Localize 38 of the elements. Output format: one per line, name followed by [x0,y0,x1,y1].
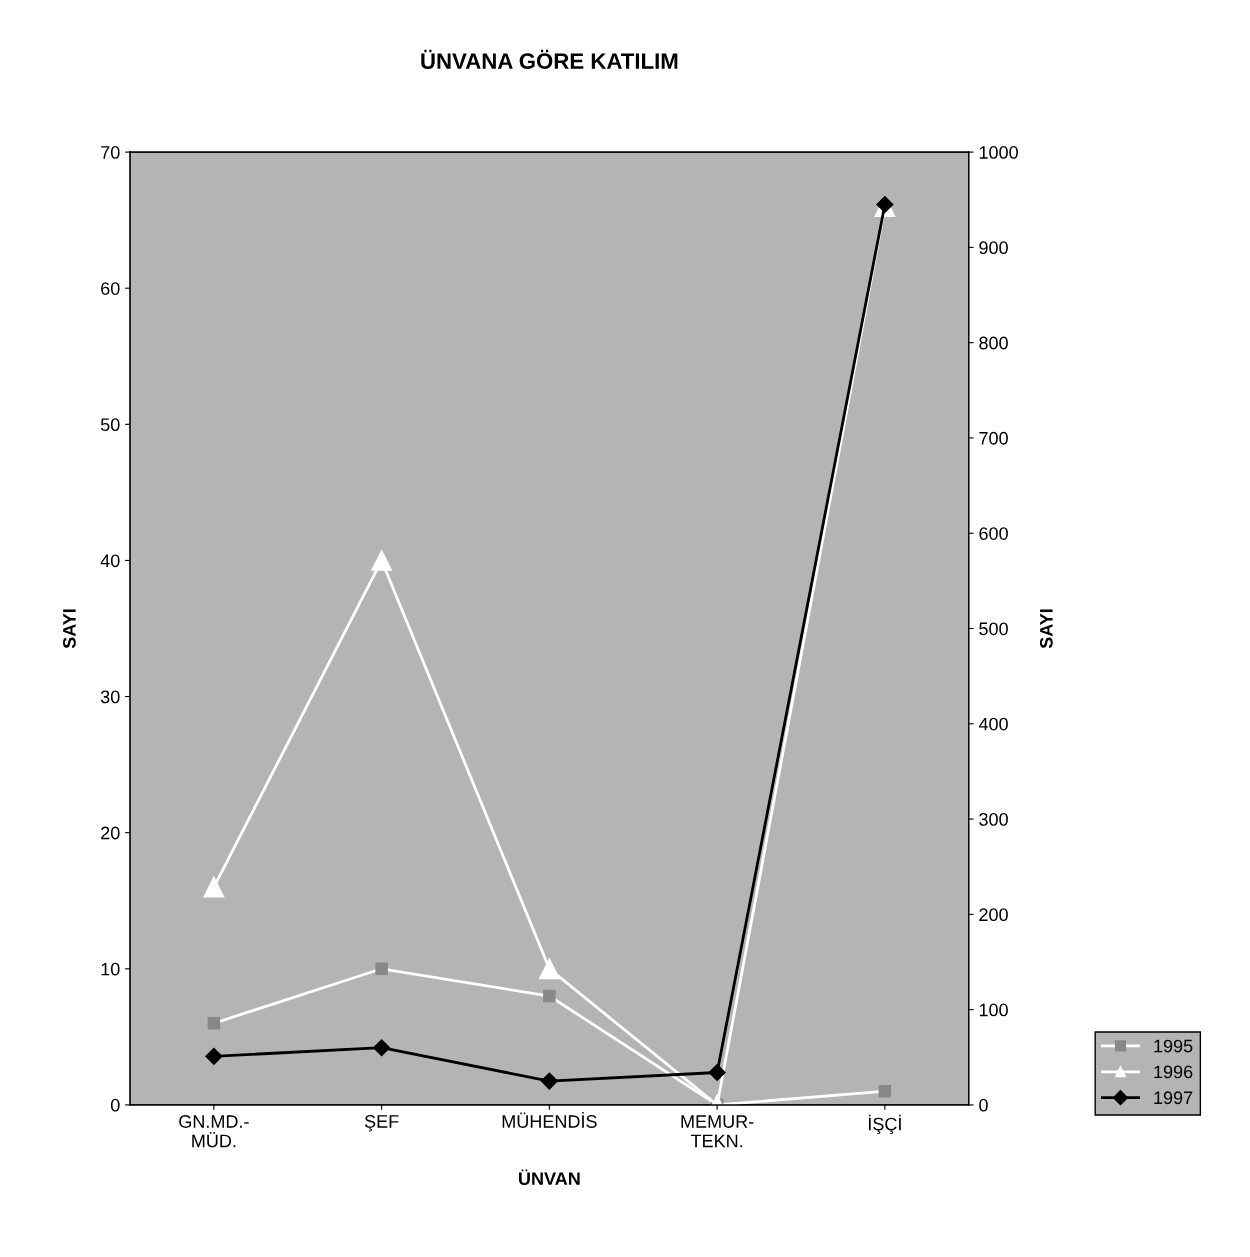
y2-axis-title: SAYI [1039,609,1053,649]
y-axis-title: SAYI [63,609,76,649]
y2-tick-label: 0 [979,1098,988,1112]
y2-tick-label: 300 [979,813,1008,826]
y2-tick-label: 900 [979,241,1008,255]
x-tick-label: İŞÇİ [868,1114,901,1135]
x-axis-title: ÜNVAN [519,1169,580,1185]
y-tick-label: 30 [100,690,120,704]
y2-tick-label: 500 [979,622,1008,636]
legend-label: 1997 [1154,1091,1193,1105]
y2-tick-label: 100 [979,1003,1008,1017]
y-tick-label: 10 [101,962,120,976]
legend-label: 1995 [1154,1039,1193,1053]
point [708,1063,726,1082]
x-tick-label: ŞEF [364,1115,399,1132]
x-tick-label: MÜHENDİS [502,1112,597,1128]
y-tick-label: 70 [101,146,120,159]
chart-title: ÜNVANA GÖRE KATILIM [421,49,678,69]
y-tick-label: 40 [100,554,120,568]
point [373,1039,391,1057]
point [203,876,225,898]
point [538,958,560,980]
y2-tick-label: 800 [979,336,1008,350]
x-tick-label: GN.MD.- MÜD. [179,1115,249,1148]
y-tick-label: 0 [110,1098,120,1112]
point [205,1047,223,1065]
y-tick-label: 60 [101,282,120,295]
y2-tick-label: 1000 [979,146,1018,159]
y2-tick-label: 700 [979,431,1008,445]
y2-tick-label: 600 [979,527,1008,540]
y2-tick-label: 400 [978,717,1008,731]
legend-label: 1996 [1154,1065,1193,1079]
y-tick-label: 20 [101,826,120,840]
point [371,550,393,571]
y-tick-label: 50 [100,418,120,432]
y2-tick-label: 200 [979,908,1008,922]
point [540,1072,558,1090]
x-tick-label: MEMUR- TEKN. [681,1115,754,1148]
